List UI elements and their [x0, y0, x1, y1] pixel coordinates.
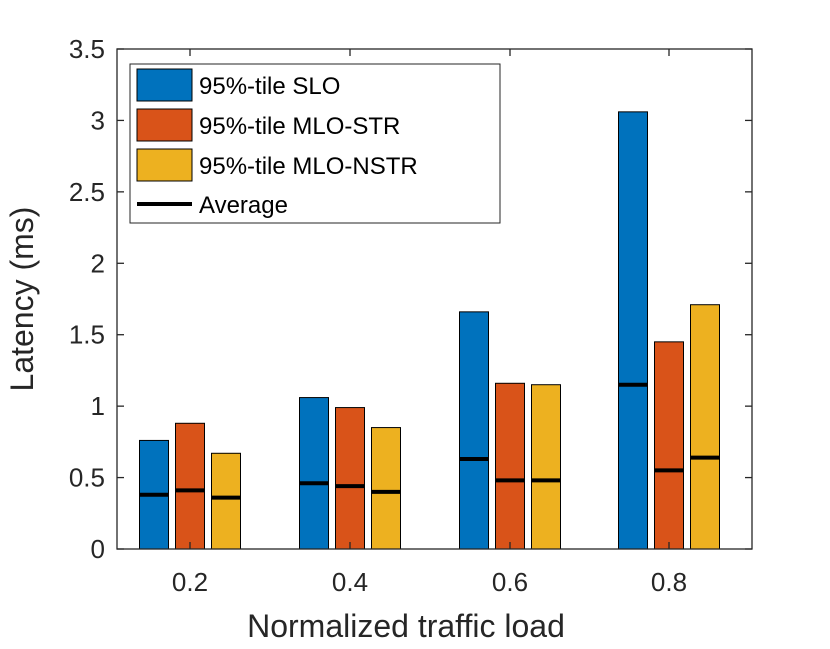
average-markers-layer: [139, 382, 720, 500]
bar-3-0.8: [690, 304, 720, 550]
legend-swatch-3: [136, 148, 193, 182]
y-tick-label: 1.5: [69, 320, 105, 350]
bar-3-0.2: [211, 452, 241, 550]
y-tick-label: 2.5: [69, 177, 105, 207]
bar-3-0.4: [371, 427, 401, 550]
bar-1-0.8: [618, 111, 648, 550]
bar-2-0.6: [495, 382, 525, 550]
bar-2-0.4: [335, 407, 365, 550]
axes-layer: 0 0.5 1 1.5 2 2.5 3 3.5 0.2 0.4 0.6 0.8: [69, 34, 752, 597]
bar-2-0.8: [654, 341, 684, 550]
bar-1-0.6: [459, 311, 489, 550]
legend-label-1: 95%-tile SLO: [199, 73, 340, 100]
x-axis-title: Normalized traffic load: [247, 608, 565, 644]
legend-label-average: Average: [199, 192, 288, 219]
plot-area-frame: [116, 48, 753, 550]
legend-label-2: 95%-tile MLO-STR: [199, 113, 400, 140]
legend-label-3: 95%-tile MLO-NSTR: [199, 153, 418, 180]
legend: 95%-tile SLO 95%-tile MLO-STR 95%-tile MLO…: [129, 63, 501, 224]
x-tick-label: 0.4: [332, 567, 368, 597]
x-tick-label: 0.8: [651, 567, 687, 597]
y-axis-title: Latency (ms): [4, 207, 40, 392]
x-tick-label: 0.6: [492, 567, 528, 597]
bars-layer: [139, 111, 720, 550]
y-tick-label: 3.5: [69, 34, 105, 64]
y-tick-label: 2: [91, 248, 105, 278]
legend-swatch-2: [136, 108, 193, 142]
bar-2-0.2: [175, 422, 205, 550]
y-tick-label: 3: [91, 105, 105, 135]
y-tick-label: 1: [91, 391, 105, 421]
bar-1-0.4: [299, 397, 329, 550]
y-tick-label: 0.5: [69, 463, 105, 493]
bar-3-0.6: [531, 384, 561, 550]
legend-swatch-1: [136, 68, 193, 102]
y-tick-label: 0: [91, 534, 105, 564]
x-tick-label: 0.2: [172, 567, 208, 597]
